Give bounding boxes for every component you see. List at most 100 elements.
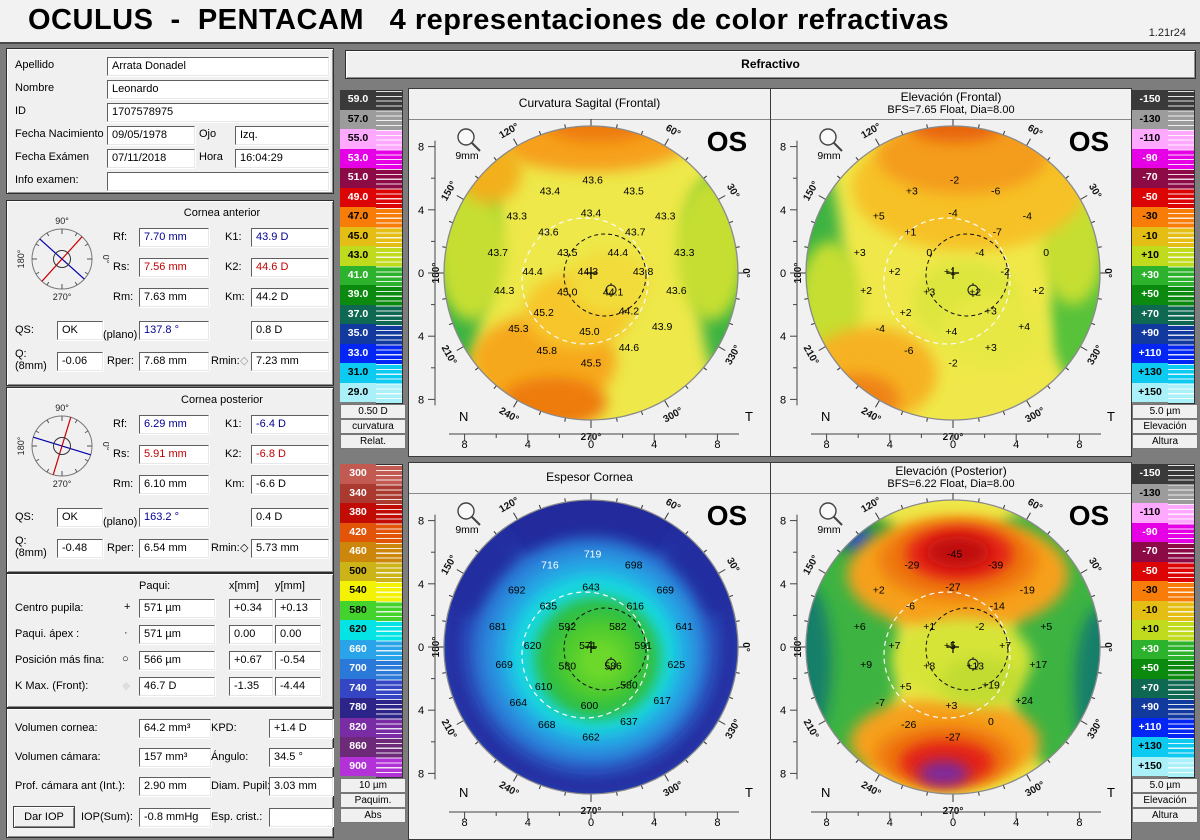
info-field[interactable]	[107, 172, 329, 191]
plano-field[interactable]: 163.2 °	[139, 508, 209, 527]
y-axis-tick-label: 4	[418, 331, 424, 343]
zoom-magnifier-icon[interactable]: 9mm	[817, 502, 843, 536]
centro-pupila-paqui-field[interactable]: 571 µm	[139, 599, 215, 618]
kpd-field[interactable]: +1.4 D	[269, 719, 333, 738]
zoom-magnifier-icon[interactable]: 9mm	[455, 128, 481, 162]
map-value: 44.3	[578, 266, 599, 278]
map-value: 43.6	[582, 174, 603, 186]
y-axis-tick-label: 0	[418, 642, 424, 654]
rper-field[interactable]: 6.54 mm	[139, 539, 209, 558]
scale-label: -50	[1132, 561, 1168, 581]
scale-label: 39.0	[340, 285, 376, 305]
angulo-label: Ángulo:	[211, 751, 249, 763]
k2-field[interactable]: -6.8 D	[251, 445, 329, 464]
qs-field[interactable]: OK	[57, 321, 103, 340]
volumen-camara-field[interactable]: 157 mm³	[139, 748, 211, 767]
prof-camara-field[interactable]: 2.90 mm	[139, 777, 211, 796]
rmin-field[interactable]: 7.23 mm	[251, 352, 329, 371]
nacimiento-field[interactable]: 09/05/1978	[107, 126, 195, 145]
corneal-map: 0°30°60°90°120°150°180°210°240°270°300°3…	[780, 493, 1115, 829]
rf-field[interactable]: 7.70 mm	[139, 228, 209, 247]
posicion-mas-fina-y-field[interactable]: -0.54	[275, 651, 321, 670]
q-field[interactable]: -0.48	[57, 539, 103, 558]
map-subtitle: BFS=7.65 Float, Dia=8.00	[887, 104, 1015, 116]
scale-label: +70	[1132, 678, 1168, 698]
rf-field[interactable]: 6.29 mm	[139, 415, 209, 434]
map-subtitle: BFS=6.22 Float, Dia=8.00	[887, 478, 1015, 490]
angle-label: 330°	[724, 344, 744, 367]
km-field[interactable]: 44.2 D	[251, 288, 329, 307]
id-field[interactable]: 1707578975	[107, 103, 329, 122]
rm-field[interactable]: 7.63 mm	[139, 288, 209, 307]
nombre-field[interactable]: Leonardo	[107, 80, 329, 99]
volumen-cornea-label: Volumen cornea:	[15, 722, 98, 734]
km-label: Km:	[225, 291, 245, 303]
q-field[interactable]: -0.06	[57, 352, 103, 371]
apellido-field[interactable]: Arrata Donadel	[107, 57, 329, 76]
paqui-apex-x-field[interactable]: 0.00	[229, 625, 273, 644]
scale-label: -10	[1132, 600, 1168, 620]
astig-field[interactable]: 0.4 D	[251, 508, 329, 527]
map-value: +8	[923, 660, 935, 672]
x-axis-tick-label: 4	[887, 439, 893, 451]
k1-field[interactable]: -6.4 D	[251, 415, 329, 434]
astig-field[interactable]: 0.8 D	[251, 321, 329, 340]
centro-pupila-y-field[interactable]: +0.13	[275, 599, 321, 618]
corneal-map: 0°30°60°90°120°150°180°210°240°270°300°3…	[418, 119, 753, 451]
dar-iop-button[interactable]: Dar IOP	[13, 806, 75, 828]
kmax-x-field[interactable]: -1.35	[229, 677, 273, 696]
posicion-mas-fina-x-field[interactable]: +0.67	[229, 651, 273, 670]
zoom-diameter-label: 9mm	[455, 150, 479, 162]
map-title: Curvatura Sagital (Frontal)	[518, 96, 661, 110]
k2-field[interactable]: 44.6 D	[251, 258, 329, 277]
tab-refractivo: Refractivo	[345, 50, 1196, 79]
paqui-apex-paqui-field[interactable]: 571 µm	[139, 625, 215, 644]
map-panel-elevacion-posterior: Elevación (Posterior) BFS=6.22 Float, Dia…	[770, 462, 1132, 840]
k2-label: K2:	[225, 261, 242, 273]
elevation-frontal-color-scale: -150 -130 -110 -90 -70 -50 -30 -10 +10 +30 +50 +70 +…	[1132, 88, 1198, 450]
rs-field[interactable]: 5.91 mm	[139, 445, 209, 464]
rper-field[interactable]: 7.68 mm	[139, 352, 209, 371]
k1-field[interactable]: 43.9 D	[251, 228, 329, 247]
map-value: -6	[904, 345, 913, 357]
temporal-label: T	[745, 409, 753, 424]
centro-pupila-x-field[interactable]: +0.34	[229, 599, 273, 618]
angle-label: 180°	[431, 263, 442, 284]
examen-field[interactable]: 07/11/2018	[107, 149, 195, 168]
angulo-field[interactable]: 34.5 °	[269, 748, 333, 767]
y-axis-tick-label: 4	[780, 579, 786, 591]
kmax-paqui-field[interactable]: 46.7 D	[139, 677, 215, 696]
km-field[interactable]: -6.6 D	[251, 475, 329, 494]
map-value: +4	[945, 326, 957, 338]
rmin-field[interactable]: 5.73 mm	[251, 539, 329, 558]
map-value: +19	[982, 679, 1000, 691]
map-value: 43.4	[581, 207, 602, 219]
scale-label: -30	[1132, 207, 1168, 227]
rm-field[interactable]: 6.10 mm	[139, 475, 209, 494]
iop-sum-field[interactable]: -0.8 mmHg	[139, 808, 211, 827]
map-value: 0	[988, 716, 994, 728]
volumen-cornea-field[interactable]: 64.2 mm³	[139, 719, 211, 738]
scale-footer: Altura	[1132, 808, 1198, 823]
map-value: -45	[947, 548, 962, 560]
zoom-magnifier-icon[interactable]: 9mm	[455, 502, 481, 536]
hora-field[interactable]: 16:04:29	[235, 149, 329, 168]
scale-label: 420	[340, 522, 376, 542]
paqui-apex-y-field[interactable]: 0.00	[275, 625, 321, 644]
posicion-mas-fina-paqui-field[interactable]: 566 µm	[139, 651, 215, 670]
qs-field[interactable]: OK	[57, 508, 103, 527]
kmax-y-field[interactable]: -4.44	[275, 677, 321, 696]
ojo-field[interactable]: Izq.	[235, 126, 329, 145]
esp-crist-field[interactable]	[269, 808, 333, 827]
zoom-magnifier-icon[interactable]: 9mm	[817, 128, 843, 162]
map-value: 698	[625, 559, 643, 571]
rs-field[interactable]: 7.56 mm	[139, 258, 209, 277]
map-value: 580	[620, 679, 638, 691]
x-axis-tick-label: 4	[1013, 817, 1019, 829]
plano-field[interactable]: 137.8 °	[139, 321, 209, 340]
angle-label: 30°	[724, 556, 741, 575]
diam-pupil-field[interactable]: 3.03 mm	[269, 777, 333, 796]
thinnest-point-marker-icon: ○	[122, 653, 129, 665]
y-axis-tick-label: 4	[780, 705, 786, 717]
corneal-map: 0°30°60°90°120°150°180°210°240°270°300°3…	[418, 493, 753, 829]
